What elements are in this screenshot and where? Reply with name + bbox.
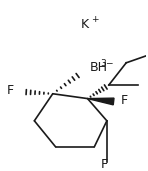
Text: F: F: [7, 84, 14, 97]
Text: BH: BH: [89, 61, 107, 74]
Text: 3: 3: [100, 59, 106, 68]
Text: F: F: [100, 158, 108, 171]
Text: +: +: [91, 15, 99, 24]
Text: K: K: [81, 18, 89, 31]
Text: −: −: [105, 58, 112, 67]
Text: F: F: [120, 94, 128, 107]
Polygon shape: [87, 98, 114, 105]
